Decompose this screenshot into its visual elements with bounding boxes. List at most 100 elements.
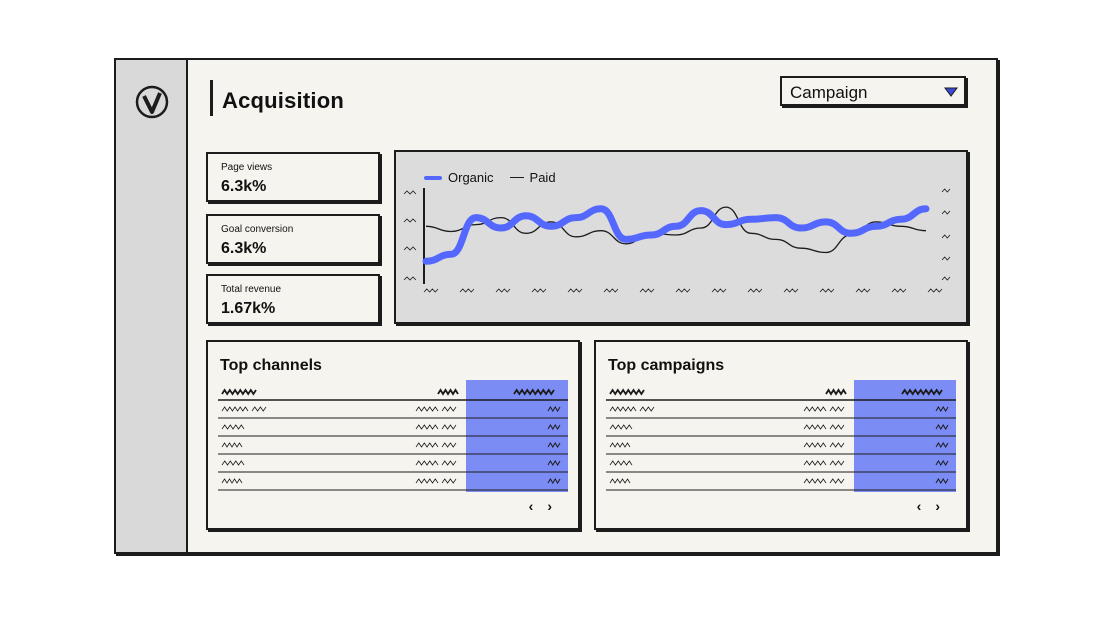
series-line-organic <box>422 205 930 265</box>
next-page-icon[interactable]: › <box>547 498 552 514</box>
table-cell <box>829 442 845 448</box>
table-cell <box>251 406 267 412</box>
prev-page-icon[interactable]: ‹ <box>916 498 922 514</box>
table-cell <box>221 424 245 430</box>
table-cell <box>935 406 949 412</box>
y-tick-label <box>941 210 951 215</box>
table-cell <box>221 460 245 466</box>
table-title: Top campaigns <box>608 357 725 374</box>
table-cell <box>547 442 561 448</box>
table-cell <box>221 478 243 484</box>
table-cell <box>829 460 845 466</box>
y-tick-label <box>403 190 417 195</box>
traffic-chart: Organic Paid <box>394 150 968 324</box>
triangle-down-icon <box>944 87 958 97</box>
kpi-label: Goal conversion <box>221 224 294 235</box>
column-header <box>901 388 943 396</box>
table-cell <box>441 442 457 448</box>
x-tick-label <box>783 288 799 293</box>
kpi-goal-conversion: Goal conversion 6.3k% <box>206 214 380 264</box>
pager: ‹ › <box>917 498 940 514</box>
x-tick-label <box>747 288 763 293</box>
table-cell <box>935 424 949 430</box>
table-cell <box>803 442 827 448</box>
table-cell <box>609 424 633 430</box>
kpi-label: Page views <box>221 162 273 173</box>
table-grid <box>606 388 956 491</box>
table-cell <box>803 460 827 466</box>
table-cell <box>935 478 949 484</box>
table-cell <box>221 406 249 412</box>
table-cell <box>415 478 439 484</box>
y-tick-label <box>941 256 951 261</box>
table-grid <box>218 388 568 491</box>
y-tick-label <box>403 276 417 281</box>
kpi-label: Total revenue <box>221 284 282 295</box>
x-tick-label <box>567 288 583 293</box>
table-cell <box>609 406 637 412</box>
table-cell <box>609 442 631 448</box>
x-tick-label <box>639 288 655 293</box>
table-cell <box>609 460 633 466</box>
table-cell <box>803 424 827 430</box>
title-accent-bar <box>210 80 213 116</box>
column-header <box>221 388 257 396</box>
legend-organic-label: Organic <box>448 170 494 185</box>
table-cell <box>935 460 949 466</box>
table-cell <box>803 478 827 484</box>
table-cell <box>415 424 439 430</box>
column-header <box>437 388 459 396</box>
y-tick-label <box>403 246 417 251</box>
organic-swatch <box>424 175 442 180</box>
table-cell <box>829 478 845 484</box>
series-line-paid <box>425 206 927 254</box>
table-cell <box>441 478 457 484</box>
y-tick-label <box>941 276 951 281</box>
table-cell <box>935 442 949 448</box>
app-window: Acquisition Campaign Page views 6.3k% Go… <box>114 58 998 554</box>
x-tick-label <box>603 288 619 293</box>
x-tick-label <box>855 288 871 293</box>
sidebar <box>116 60 188 552</box>
kpi-page-views: Page views 6.3k% <box>206 152 380 202</box>
next-page-icon[interactable]: › <box>935 498 940 514</box>
kpi-value: 6.3k% <box>221 178 267 195</box>
column-header <box>513 388 555 396</box>
table-cell <box>415 406 439 412</box>
chart-legend: Organic Paid <box>424 170 556 185</box>
table-cell <box>441 406 457 412</box>
table-cell <box>221 442 243 448</box>
x-tick-label <box>711 288 727 293</box>
logo-icon[interactable] <box>134 84 170 120</box>
table-cell <box>547 406 561 412</box>
y-tick-label <box>941 234 951 239</box>
table-cell <box>829 424 845 430</box>
table-cell <box>441 424 457 430</box>
paid-swatch <box>509 177 524 178</box>
kpi-total-revenue: Total revenue 1.67k% <box>206 274 380 324</box>
top-campaigns-card: Top campaigns ‹ › <box>594 340 968 530</box>
table-cell <box>803 406 827 412</box>
x-tick-label <box>459 288 475 293</box>
x-tick-label <box>675 288 691 293</box>
page-title: Acquisition <box>222 88 344 113</box>
table-cell <box>547 478 561 484</box>
line-chart-svg <box>403 188 951 293</box>
x-tick-label <box>495 288 511 293</box>
table-cell <box>441 460 457 466</box>
x-tick-label <box>819 288 835 293</box>
table-cell <box>547 424 561 430</box>
table-cell <box>415 460 439 466</box>
legend-paid-label: Paid <box>529 170 556 185</box>
table-cell <box>829 406 845 412</box>
kpi-value: 1.67k% <box>221 300 276 317</box>
y-tick-label <box>941 188 951 193</box>
y-tick-label <box>403 218 417 223</box>
top-channels-card: Top channels ‹ › <box>206 340 580 530</box>
table-title: Top channels <box>220 357 322 374</box>
prev-page-icon[interactable]: ‹ <box>528 498 534 514</box>
dropdown-selected-value: Campaign <box>790 83 868 102</box>
table-cell <box>609 478 631 484</box>
x-tick-label <box>423 288 439 293</box>
campaign-dropdown[interactable]: Campaign <box>780 76 966 106</box>
